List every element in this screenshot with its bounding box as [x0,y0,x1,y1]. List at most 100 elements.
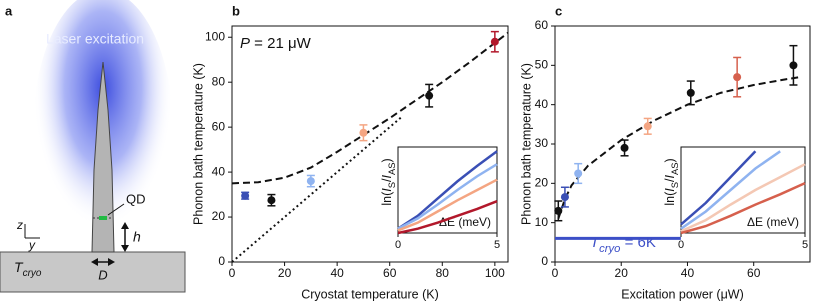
data-point [643,122,652,131]
data-point [733,73,742,82]
x-tick-label: 40 [681,266,695,280]
diagram: a Laser excitation QD h D z y Tcryo [0,0,186,293]
inset-line [397,163,498,230]
text-part: I [380,188,394,192]
substrate-label: Tcryo [14,259,42,279]
y-tick-label: 30 [535,136,549,150]
y-axis-label: Phonon bath temperature (K) [519,63,533,225]
t-symbol: T [14,259,24,275]
y-tick-label: 10 [535,215,549,229]
model-line [231,31,509,185]
x-tick-label: 5 [802,239,808,251]
quantum-dot [99,216,107,220]
y-axis-label: ln(IS/IAS) [380,158,397,205]
text-part: / [663,178,677,182]
text-part: P [240,35,250,52]
inset-line [397,200,498,235]
data-point [620,143,629,152]
x-tick-label: 0 [395,239,401,251]
inset-line [680,150,781,230]
y-tick-label: 60 [212,119,226,133]
x-tick-label: 60 [747,266,761,280]
inset-line [680,163,806,233]
t-subscript: cryo [23,268,42,279]
x-axis-label: ΔE (meV) [439,215,491,229]
x-tick-label: 20 [615,266,629,280]
y-axis-label: ln(IS/IAS) [663,158,680,205]
data-point [560,193,569,202]
inset-line [397,178,498,232]
text-part: I [663,175,677,179]
data-point [554,206,563,215]
x-tick-label: 60 [383,266,397,280]
text-part: S [387,182,397,188]
text-part: ) [663,158,677,162]
data-point [789,61,798,70]
x-axis-label: Cryostat temperature (K) [301,287,439,301]
y-tick-label: 40 [212,164,226,178]
data-point [574,169,583,178]
y-tick-label: 0 [541,254,548,268]
y-tick-label: 0 [218,254,225,268]
x-axis-label: ΔE (meV) [747,215,799,229]
text-part: = 6K [620,234,655,251]
text-part: ) [380,158,394,162]
nanowire [91,61,115,253]
data-point [306,177,315,186]
text-part: = 21 μW [250,35,312,52]
text-part: ln( [663,191,677,206]
data-point [425,91,434,100]
text-part: T [590,234,601,251]
inset-line [680,181,806,235]
data-point [241,191,250,200]
y-label: y [28,238,36,252]
text-part: / [380,178,394,182]
text-part: cryo [599,243,620,255]
panel-label: a [5,3,13,18]
laser-label: Laser excitation [46,31,144,47]
h-arrow-heads [121,222,129,252]
x-tick-label: 20 [278,266,292,280]
inset-line [397,150,498,230]
x-tick-label: 0 [552,266,559,280]
text-part: AS [670,163,680,176]
h-label: h [133,229,141,245]
y-tick-label: 50 [535,58,549,72]
x-tick-label: 80 [436,266,450,280]
x-tick-label: 0 [229,266,236,280]
y-tick-label: 80 [212,74,226,88]
y-axis-label: Phonon bath temperature (K) [191,63,205,225]
x-tick-label: 0 [678,239,684,251]
qd-pointer [107,203,125,216]
y-tick-label: 60 [535,18,549,32]
d-label: D [98,267,107,282]
y-tick-label: 100 [205,29,225,43]
text-part: S [670,182,680,188]
model-line [557,76,801,220]
y-tick-label: 40 [535,97,549,111]
z-label: z [16,218,23,232]
x-tick-label: 5 [494,239,500,251]
panel-label: b [232,3,240,18]
x-tick-label: 100 [485,266,505,280]
annotation: P = 21 μW [240,35,312,52]
qd-label: QD [126,191,146,206]
text-part: AS [387,163,397,176]
panel-label: c [555,3,562,18]
x-axis-label: Excitation power (μW) [621,287,744,301]
annotation: Tcryo = 6K [590,234,656,255]
data-point [267,196,276,205]
data-point [686,88,695,97]
text-part: I [663,188,677,192]
text-part: ln( [380,191,394,206]
plot-frame [680,146,806,234]
d-arrow-heads [91,258,115,266]
data-point [359,128,368,137]
y-tick-label: 20 [535,176,549,190]
x-tick-label: 40 [330,266,344,280]
y-tick-label: 20 [212,209,226,223]
data-point [490,37,499,46]
inset-line [680,150,757,226]
